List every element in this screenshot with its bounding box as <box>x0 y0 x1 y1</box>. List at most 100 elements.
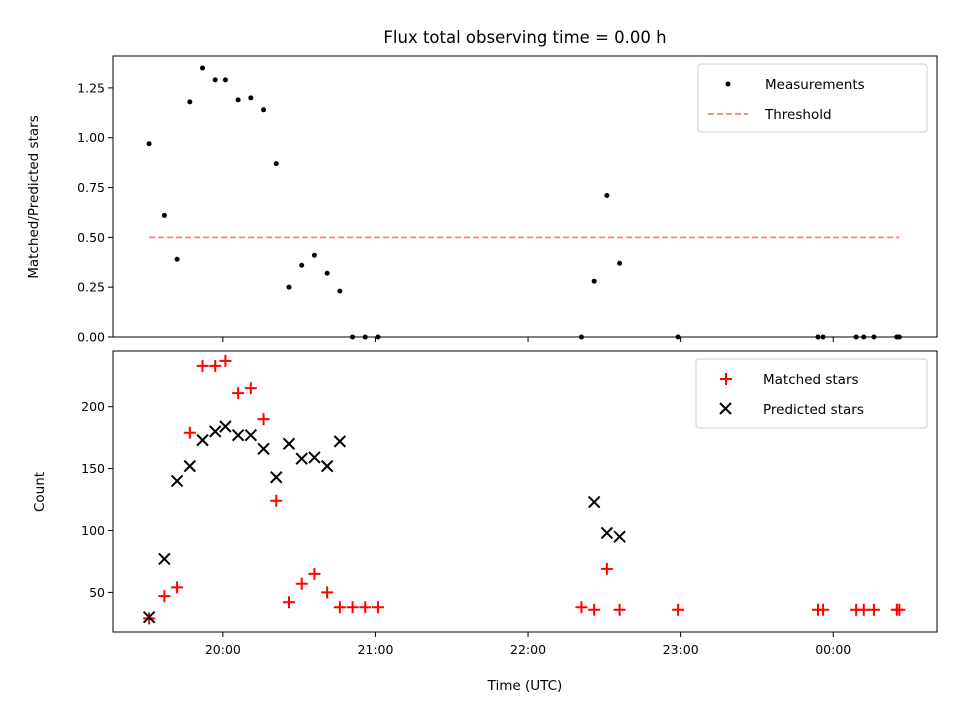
predicted-star-point <box>196 433 209 447</box>
predicted-star-point <box>282 437 296 451</box>
predicted-star-point <box>244 428 258 442</box>
measurement-point <box>273 161 279 167</box>
count-plot-marks <box>142 354 906 625</box>
matched-star-point <box>867 603 880 616</box>
predicted-stars-legend-label: Predicted stars <box>763 402 864 418</box>
measurement-point <box>337 288 343 294</box>
x-tick-label: 00:00 <box>815 642 851 657</box>
matched-star-point <box>613 603 626 616</box>
predicted-star-point <box>209 425 222 438</box>
ratio-y-axis-label: Matched/Predicted stars <box>26 115 42 278</box>
matched-star-point <box>244 382 257 395</box>
y-tick-label: 0.50 <box>77 230 105 245</box>
predicted-star-point <box>183 459 197 473</box>
y-tick-label: 0.25 <box>77 280 105 295</box>
measurement-point <box>261 107 267 113</box>
predicted-star-point <box>600 526 614 540</box>
y-tick-label: 100 <box>81 523 105 538</box>
predicted-star-point <box>613 530 626 543</box>
count-legend: Matched stars Predicted stars <box>695 358 928 429</box>
matched-star-point <box>857 603 870 616</box>
y-tick-label: 0.75 <box>77 180 105 195</box>
matched-star-point <box>333 601 346 614</box>
chart-title: Flux total observing time = 0.00 h <box>383 28 666 47</box>
matched-star-point <box>817 603 830 616</box>
count-plot-frame <box>112 350 938 633</box>
predicted-star-point <box>257 442 270 456</box>
measurements-legend-marker <box>725 81 731 87</box>
matched-star-point <box>359 601 372 614</box>
predicted-star-point <box>320 459 334 473</box>
matched-star-point <box>321 586 334 599</box>
predicted-star-point <box>219 420 232 433</box>
matched-star-point <box>600 562 613 575</box>
measurement-point <box>591 278 597 284</box>
matched-star-point <box>209 359 222 372</box>
ratio-legend: Measurements Threshold <box>697 63 928 133</box>
measurement-point <box>235 97 241 103</box>
ratio-legend-box <box>697 63 928 133</box>
measurement-point <box>161 212 167 218</box>
measurement-point <box>324 270 330 276</box>
matched-stars-legend-marker <box>720 373 732 385</box>
measurement-point <box>187 99 193 105</box>
ratio-plot-frame <box>112 55 938 338</box>
x-tick-label: 21:00 <box>357 642 393 657</box>
matched-star-point <box>893 603 906 616</box>
predicted-star-point <box>333 435 347 448</box>
ratio-plot-axes: 0.00 0.25 0.50 0.75 1.00 1.25 <box>77 80 834 345</box>
measurement-point <box>212 77 218 83</box>
measurement-point <box>200 65 206 71</box>
matched-star-point <box>232 387 245 400</box>
predicted-star-point <box>587 495 601 509</box>
matched-stars-legend-label: Matched stars <box>763 372 859 388</box>
x-axis-label: Time (UTC) <box>487 678 563 694</box>
measurement-point <box>174 256 180 262</box>
ratio-panel: 0.00 0.25 0.50 0.75 1.00 1.25 Matched/Predict… <box>26 55 938 345</box>
measurements-legend-label: Measurements <box>765 77 865 93</box>
matched-star-point <box>196 359 209 372</box>
y-tick-label: 200 <box>81 399 105 414</box>
measurement-point <box>604 193 610 199</box>
measurement-point <box>222 77 228 83</box>
matched-star-point <box>282 596 295 609</box>
matched-star-point <box>171 581 184 594</box>
predicted-stars-legend-marker <box>719 402 732 415</box>
count-y-axis-label: Count <box>32 472 48 512</box>
measurement-point <box>299 262 305 268</box>
x-tick-label: 20:00 <box>205 642 241 657</box>
matched-star-point <box>372 601 385 614</box>
y-tick-label: 1.00 <box>77 130 105 145</box>
matched-star-point <box>295 577 308 590</box>
predicted-star-point <box>270 471 283 484</box>
count-plot-axes: 20:00 21:00 22:00 23:00 00:00 50 100 150 200 <box>81 399 851 657</box>
count-panel: 20:00 21:00 22:00 23:00 00:00 50 100 150 200 Cou… <box>32 350 938 694</box>
y-tick-label: 50 <box>89 585 105 600</box>
predicted-star-point <box>308 451 321 464</box>
measurement-point <box>286 284 292 290</box>
x-tick-label: 22:00 <box>510 642 546 657</box>
matched-star-point <box>308 567 321 580</box>
predicted-star-point <box>158 552 171 566</box>
predicted-star-point <box>170 474 184 488</box>
matched-star-point <box>158 590 171 603</box>
predicted-star-point <box>142 610 156 624</box>
matched-star-point <box>183 426 196 439</box>
matched-star-point <box>588 603 601 616</box>
measurement-point <box>248 95 254 101</box>
matched-star-point <box>672 603 685 616</box>
y-tick-label: 1.25 <box>77 80 105 95</box>
y-tick-label: 0.00 <box>77 330 105 345</box>
measurement-point <box>146 141 152 147</box>
matched-star-point <box>346 601 359 614</box>
predicted-star-point <box>231 428 245 442</box>
measurement-point <box>617 260 623 266</box>
matched-star-point <box>257 413 270 426</box>
threshold-legend-label: Threshold <box>764 107 832 123</box>
matched-star-point <box>270 494 283 507</box>
predicted-star-point <box>295 452 308 465</box>
y-tick-label: 150 <box>81 461 105 476</box>
count-legend-box <box>695 358 928 429</box>
matched-star-point <box>575 601 588 614</box>
